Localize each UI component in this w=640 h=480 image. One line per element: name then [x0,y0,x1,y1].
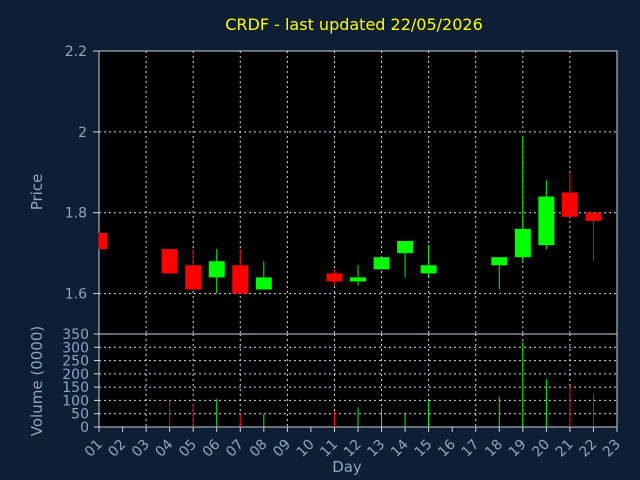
volume-tick-label: 50 [71,407,89,423]
x-tick-label: 13 [364,437,388,461]
candle-body [561,192,578,217]
volume-axis-label: Volume (0000) [28,326,46,436]
x-tick-label: 21 [553,437,577,461]
candle-body [373,257,390,270]
x-tick-label: 08 [247,437,271,461]
volume-tick-label: 300 [62,340,89,356]
x-tick-label: 10 [294,437,318,461]
x-tick-label: 03 [129,437,153,461]
x-tick-label: 16 [435,436,459,460]
candle-body [585,212,602,221]
candle-body [420,265,437,274]
candle-body [185,265,202,290]
volume-tick-label: 100 [62,393,89,409]
x-tick-label: 17 [459,437,483,461]
x-tick-label: 05 [176,437,200,461]
price-tick-label: 1.6 [65,287,87,303]
candle-body [350,277,366,282]
x-tick-label: 02 [105,437,129,461]
x-tick-label: 23 [600,437,624,461]
chart-title: CRDF - last updated 22/05/2026 [225,15,483,34]
x-tick-label: 12 [341,437,365,461]
candle-body [538,196,555,246]
candle-body [326,273,343,282]
volume-tick-label: 150 [62,380,89,396]
candle-body [99,232,107,250]
price-tick-label: 2 [78,125,87,141]
x-tick-label: 01 [82,437,106,461]
candle-body [491,257,508,266]
volume-tick-label: 200 [62,367,89,383]
x-tick-label: 06 [200,436,224,460]
candles [98,135,602,294]
candle-body [255,277,272,290]
volume-bars [169,341,594,427]
candle-body [161,249,178,274]
x-tick-label: 14 [388,436,412,460]
volume-tick-label: 350 [62,327,89,343]
volume-tick-label: 250 [62,354,89,370]
x-tick-label: 04 [153,436,177,460]
x-tick-label: 09 [270,437,294,461]
price-tick-label: 2.2 [65,44,87,60]
x-tick-label: 19 [506,437,530,461]
x-tick-label: 22 [576,437,600,461]
candle-body [397,241,414,254]
price-axis-label: Price [28,174,46,211]
x-axis-label: Day [332,458,362,476]
candle-body [514,228,531,258]
x-tick-label: 20 [529,437,553,461]
candle-body [208,261,225,278]
grid-lines [99,51,618,427]
price-plot-area [98,50,618,335]
volume-tick-label: 0 [80,420,89,436]
price-tick-label: 1.8 [65,206,87,222]
x-tick-label: 15 [412,437,436,461]
x-tick-label: 07 [223,437,247,461]
x-tick-label: 11 [317,437,341,461]
x-tick-label: 18 [482,437,506,461]
candle-body [232,265,249,294]
